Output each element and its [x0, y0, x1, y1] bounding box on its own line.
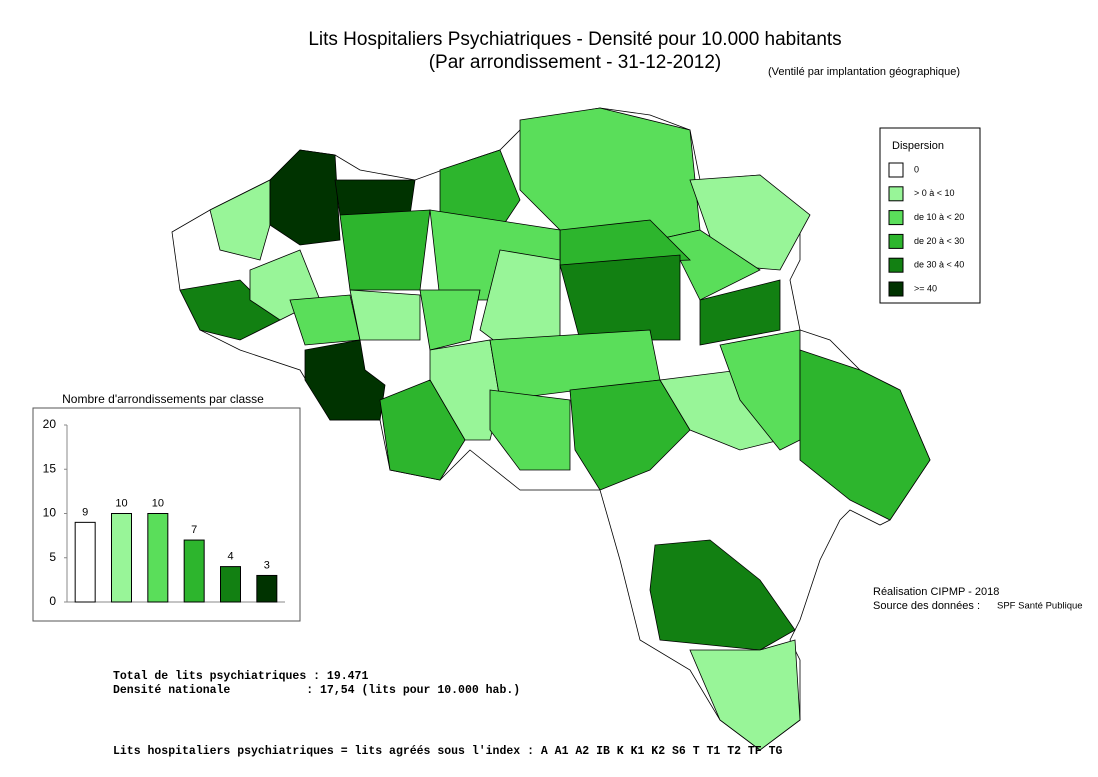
region	[719, 329, 801, 451]
legend-label: de 10 à < 20	[914, 212, 964, 222]
bar	[220, 566, 241, 603]
legend-swatch	[888, 281, 904, 297]
y-tick-label: 5	[49, 550, 56, 564]
bar	[147, 513, 169, 603]
subtitle: (Par arrondissement - 31-12-2012)	[429, 52, 722, 73]
y-tick-label: 20	[43, 417, 57, 431]
y-tick-label: 15	[43, 461, 57, 475]
region	[269, 149, 341, 246]
value-label: 7	[191, 524, 197, 536]
summary-line: Densité nationale : 17,54 (lits pour 10.…	[113, 684, 520, 697]
legend-label: de 20 à < 30	[914, 236, 964, 246]
value-label: 3	[264, 559, 270, 571]
region	[649, 539, 796, 651]
legend-swatch	[888, 162, 904, 178]
legend-swatch	[888, 233, 904, 249]
region	[559, 254, 681, 341]
bar	[74, 521, 96, 603]
bar	[111, 513, 132, 603]
region	[349, 289, 421, 341]
source: SPF Santé Publique	[997, 601, 1083, 612]
legend-title: Dispersion	[892, 140, 944, 152]
bar	[183, 539, 205, 603]
source-label: Source des données :	[873, 600, 980, 612]
legend-swatch	[888, 186, 904, 202]
region	[209, 179, 271, 261]
footer: Lits hospitaliers psychiatriques = lits …	[113, 745, 783, 758]
summary-line: Total de lits psychiatriques : 19.471	[113, 670, 368, 683]
y-tick-label: 0	[49, 594, 56, 608]
legend-swatch	[888, 210, 904, 226]
map	[171, 107, 931, 751]
legend-label: >= 40	[914, 283, 937, 293]
legend-label: de 30 à < 40	[914, 260, 964, 270]
value-label: 4	[227, 551, 233, 563]
title: Lits Hospitaliers Psychiatriques - Densi…	[308, 29, 841, 50]
value-label: 9	[82, 506, 88, 518]
y-tick-label: 10	[43, 506, 57, 520]
region	[419, 289, 481, 351]
note: (Ventilé par implantation géographique)	[768, 66, 960, 78]
legend-label: 0	[914, 164, 919, 174]
region	[379, 379, 466, 481]
legend-swatch	[888, 257, 904, 273]
region	[699, 279, 781, 346]
region	[334, 179, 416, 216]
credit: Réalisation CIPMP - 2018	[873, 586, 999, 598]
bar	[256, 574, 278, 603]
value-label: 10	[152, 497, 164, 509]
legend-label: > 0 à < 10	[914, 188, 955, 198]
value-label: 10	[115, 497, 127, 509]
region	[689, 639, 801, 751]
region	[489, 389, 571, 471]
region	[339, 209, 431, 291]
legend: 0 > 0 à < 10 de 10 à < 20 de 20 à < 30 de 30…	[888, 162, 964, 297]
region	[799, 349, 931, 521]
bar-chart: 0 5 10 15 20 9 10 10 7 4 3	[43, 417, 285, 608]
chart-title: Nombre d'arrondissements par classe	[62, 392, 264, 406]
